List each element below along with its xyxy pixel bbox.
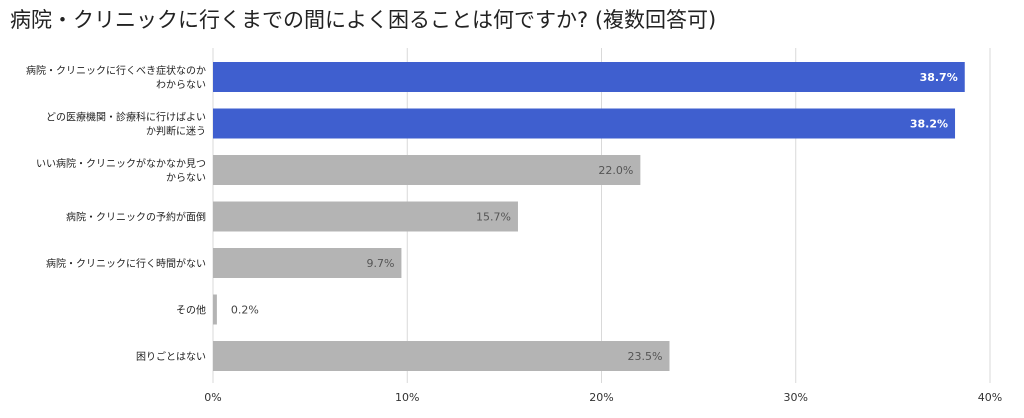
x-tick-label: 40%: [978, 391, 1002, 404]
value-label: 38.2%: [910, 118, 948, 131]
x-axis-ticks: 0% 10% 20% 30% 40%: [204, 391, 1002, 404]
value-label: 38.7%: [920, 71, 958, 84]
category-label: 病院・クリニックに行く時間がない: [46, 257, 206, 270]
category-label: いい病院・クリニックがなかなか見つからない: [36, 157, 206, 184]
chart-title: 病院・クリニックに行くまでの間によく困ることは何ですか? (複数回答可): [10, 8, 717, 32]
bar: [213, 248, 402, 278]
bar: [213, 201, 518, 232]
bar: [213, 108, 956, 139]
x-tick-label: 20%: [589, 391, 613, 404]
value-label: 22.0%: [598, 164, 633, 177]
category-label: その他: [176, 304, 206, 317]
category-label-line: からない: [166, 172, 206, 184]
category-label: どの医療機関・診療科に行けばよいか判断に迷う: [46, 111, 206, 138]
value-labels: 38.7% 38.2% 22.0% 15.7% 9.7% 0.2% 23.5%: [231, 71, 958, 363]
bar: [213, 62, 965, 92]
bars: [213, 62, 965, 371]
category-label-line: 病院・クリニックに行くべき症状なのか: [26, 64, 206, 77]
category-label-line: 病院・クリニックの予約が面倒: [66, 211, 206, 224]
category-label-line: わからない: [156, 79, 206, 91]
category-label: 病院・クリニックの予約が面倒: [66, 211, 206, 224]
category-label-line: か判断に迷う: [146, 125, 206, 138]
category-labels: 病院・クリニックに行くべき症状なのかわからないどの医療機関・診療科に行けばよいか…: [26, 64, 206, 363]
value-label: 15.7%: [476, 211, 511, 224]
category-label: 困りごとはない: [136, 350, 206, 363]
category-label-line: その他: [176, 304, 206, 317]
category-label-line: いい病院・クリニックがなかなか見つ: [36, 157, 206, 170]
x-tick-label: 10%: [395, 391, 419, 404]
category-label-line: どの医療機関・診療科に行けばよい: [46, 111, 206, 124]
bar: [213, 341, 670, 371]
category-label-line: 病院・クリニックに行く時間がない: [46, 257, 206, 270]
category-label-line: 困りごとはない: [136, 350, 206, 363]
x-tick-label: 30%: [784, 391, 808, 404]
value-label: 23.5%: [628, 350, 663, 363]
x-tick-label: 0%: [204, 391, 221, 404]
value-label: 0.2%: [231, 304, 259, 317]
bar: [213, 155, 641, 185]
value-label: 9.7%: [366, 257, 394, 270]
category-label: 病院・クリニックに行くべき症状なのかわからない: [26, 64, 206, 91]
bar: [213, 294, 217, 325]
